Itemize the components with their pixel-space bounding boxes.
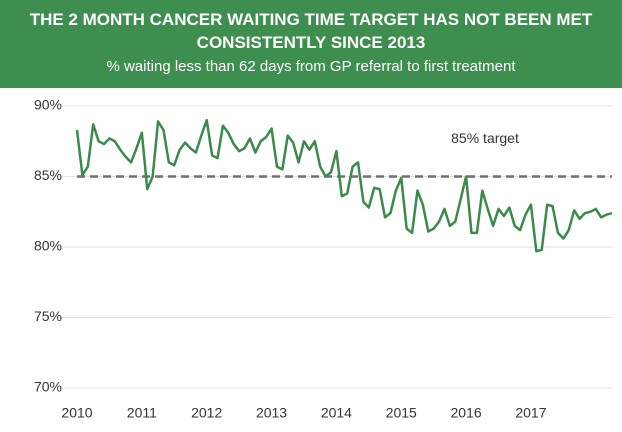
header: THE 2 MONTH CANCER WAITING TIME TARGET H… (0, 0, 622, 88)
y-tick-label: 85% (34, 167, 62, 183)
y-tick-label: 90% (34, 97, 62, 113)
x-tick-label: 2014 (321, 405, 352, 421)
chart: 70% 75% 80% 85% 90% 2010 2011 2012 2013 2014 2015 2… (34, 97, 613, 421)
x-tick-label: 2016 (451, 405, 482, 421)
chart-subtitle: % waiting less than 62 days from GP refe… (106, 58, 516, 75)
target-label: 85% target (451, 130, 519, 146)
x-tick-label: 2017 (515, 405, 546, 421)
x-tick-label: 2010 (61, 405, 92, 421)
data-line (75, 118, 613, 253)
x-tick-label: 2015 (386, 405, 417, 421)
y-tick-label: 70% (34, 379, 62, 395)
y-tick-label: 75% (34, 308, 62, 324)
chart-title: THE 2 MONTH CANCER WAITING TIME TARGET H… (29, 10, 593, 52)
x-tick-label: 2012 (191, 405, 222, 421)
x-tick-label: 2013 (256, 405, 287, 421)
y-tick-label: 80% (34, 238, 62, 254)
x-tick-label: 2011 (127, 405, 157, 421)
